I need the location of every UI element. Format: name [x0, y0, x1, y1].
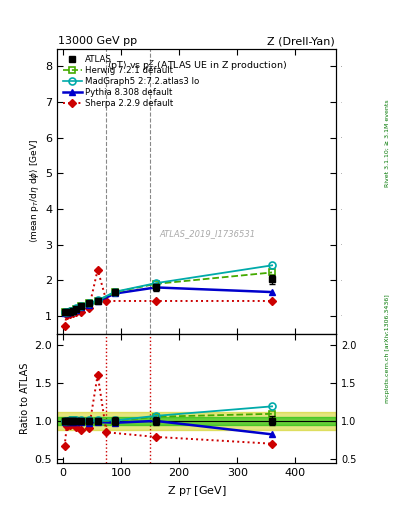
Text: Z (Drell-Yan): Z (Drell-Yan) [267, 36, 335, 46]
Legend: ATLAS, Herwig 7.2.1 default, MadGraph5 2:7.2.atlas3 lo, Pythia 8.308 default, Sh: ATLAS, Herwig 7.2.1 default, MadGraph5 2… [61, 53, 201, 110]
Text: mcplots.cern.ch [arXiv:1306.3436]: mcplots.cern.ch [arXiv:1306.3436] [385, 294, 390, 402]
Text: Rivet 3.1.10; ≥ 3.1M events: Rivet 3.1.10; ≥ 3.1M events [385, 99, 390, 187]
Text: 13000 GeV pp: 13000 GeV pp [58, 36, 137, 46]
Text: ATLAS_2019_I1736531: ATLAS_2019_I1736531 [160, 229, 256, 239]
Text: $\langle$pT$\rangle$ vs p$^Z_T$ (ATLAS UE in Z production): $\langle$pT$\rangle$ vs p$^Z_T$ (ATLAS U… [107, 58, 286, 74]
Y-axis label: $\langle$mean p$_T$/d$\eta$ d$\phi\rangle$ [GeV]: $\langle$mean p$_T$/d$\eta$ d$\phi\rangl… [28, 139, 41, 243]
X-axis label: Z p$_T$ [GeV]: Z p$_T$ [GeV] [167, 484, 226, 498]
Y-axis label: Ratio to ATLAS: Ratio to ATLAS [20, 363, 30, 434]
